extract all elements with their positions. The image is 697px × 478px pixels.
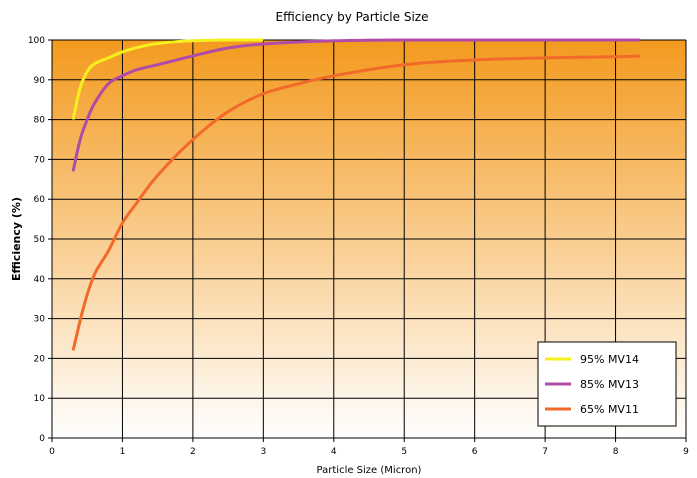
series-line-1 — [71, 38, 264, 120]
series-lines — [71, 38, 641, 351]
x-axis-title: Particle Size (Micron) — [317, 465, 422, 476]
y-tick-label: 90 — [34, 76, 46, 86]
axes — [48, 40, 686, 442]
y-tick-label: 100 — [28, 36, 45, 46]
x-tick-label: 3 — [260, 447, 266, 457]
y-tick-label: 30 — [34, 315, 46, 325]
y-tick-label: 40 — [34, 275, 46, 285]
x-tick-label: 9 — [683, 447, 689, 457]
legend: 95% MV14 85% MV13 65% MV11 — [537, 341, 677, 427]
y-axis-title: Efficiency (%) — [10, 197, 23, 281]
y-tick-label: 10 — [34, 394, 46, 404]
x-tick-label: 2 — [190, 447, 196, 457]
x-axis-ticks: 0 1 2 3 4 5 6 7 8 9 — [49, 438, 689, 457]
x-tick-label: 1 — [120, 447, 126, 457]
x-tick-label: 8 — [613, 447, 619, 457]
x-tick-label: 0 — [49, 447, 55, 457]
y-tick-label: 60 — [34, 195, 46, 205]
y-tick-label: 80 — [34, 116, 46, 126]
chart-title: Efficiency by Particle Size — [276, 10, 429, 24]
x-tick-label: 5 — [401, 447, 407, 457]
x-tick-label: 6 — [472, 447, 478, 457]
series-line-2 — [71, 38, 641, 172]
y-tick-label: 0 — [39, 434, 45, 444]
y-tick-label: 70 — [34, 155, 46, 165]
y-tick-label: 20 — [34, 354, 46, 364]
x-tick-label: 4 — [331, 447, 337, 457]
y-axis-ticks: 0 10 20 30 40 50 60 70 80 90 100 — [28, 36, 52, 444]
y-tick-label: 50 — [34, 235, 46, 245]
legend-label: 95% MV14 — [580, 353, 639, 366]
legend-label: 65% MV11 — [580, 403, 639, 416]
series-line-3 — [71, 54, 641, 351]
x-tick-label: 7 — [542, 447, 548, 457]
legend-label: 85% MV13 — [580, 378, 639, 391]
